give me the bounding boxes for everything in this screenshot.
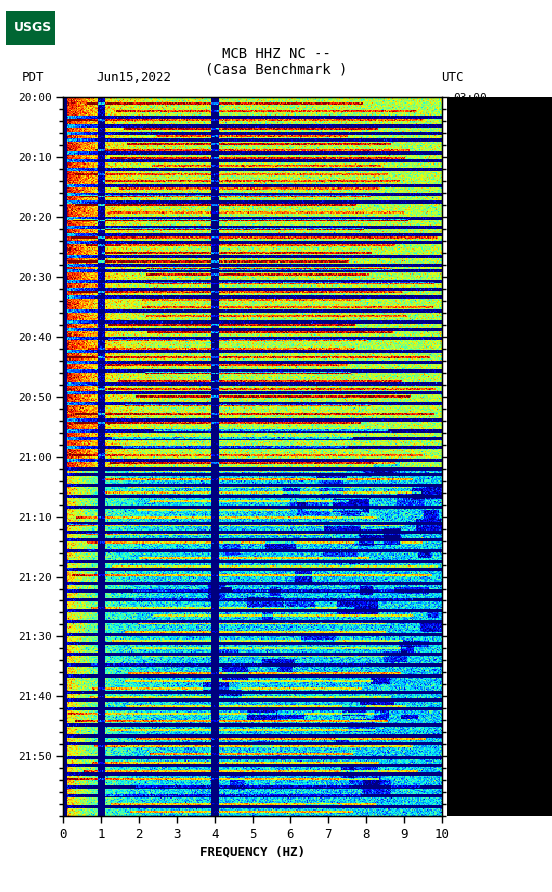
Text: UTC: UTC bbox=[442, 71, 464, 84]
Text: (Casa Benchmark ): (Casa Benchmark ) bbox=[205, 62, 347, 77]
Text: MCB HHZ NC --: MCB HHZ NC -- bbox=[221, 46, 331, 61]
Text: Jun15,2022: Jun15,2022 bbox=[97, 71, 172, 84]
Text: PDT: PDT bbox=[22, 71, 45, 84]
Text: USGS: USGS bbox=[14, 21, 52, 34]
X-axis label: FREQUENCY (HZ): FREQUENCY (HZ) bbox=[200, 845, 305, 858]
